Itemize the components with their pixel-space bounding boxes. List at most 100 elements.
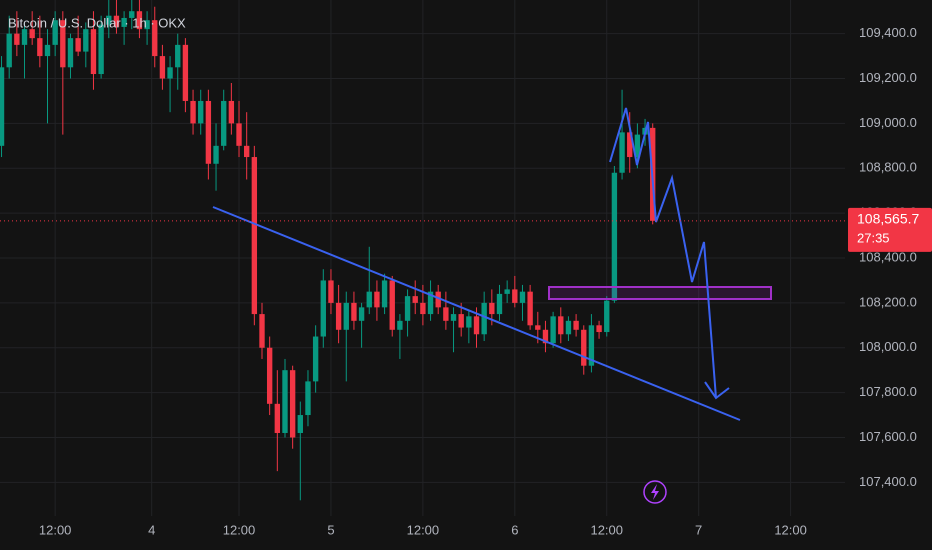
candle-body <box>289 370 296 438</box>
x-tick-label: 12:00 <box>774 522 807 537</box>
y-tick-label: 108,000.0 <box>859 339 917 354</box>
x-tick-label: 12:00 <box>407 522 440 537</box>
candle-body <box>496 293 503 315</box>
candle-body <box>213 145 219 164</box>
candle-body <box>221 100 227 146</box>
candle-body <box>366 291 372 308</box>
candle-body <box>466 316 472 328</box>
candle-body <box>198 100 204 124</box>
candle-body <box>136 11 143 30</box>
icon-circle[interactable] <box>643 480 667 504</box>
icon-bolt[interactable] <box>651 484 659 500</box>
candle-body <box>542 329 549 344</box>
candle-body <box>404 296 411 321</box>
candle-body <box>190 100 196 124</box>
candle-body <box>328 280 334 303</box>
candle-body <box>67 38 74 68</box>
x-tick-label: 4 <box>148 522 155 537</box>
candle-body <box>627 132 633 158</box>
candle-body <box>21 29 28 45</box>
candle-body <box>98 24 104 75</box>
candle-body <box>412 296 418 303</box>
candle-body <box>244 145 250 158</box>
last-price-label: 108,565.7 <box>857 211 919 227</box>
candle-body <box>596 325 602 333</box>
axes: 107,400.0 107,600.0 107,800.0 108,000.0 108,… <box>0 25 932 537</box>
candle-body <box>427 291 434 315</box>
candle-body <box>443 307 449 321</box>
candle-body <box>420 302 426 315</box>
y-tick-label: 107,800.0 <box>859 384 917 399</box>
x-tick-label: 6 <box>511 522 518 537</box>
candle-body <box>604 300 610 333</box>
candle-body <box>205 100 212 164</box>
candle-body <box>228 100 235 124</box>
candle-body <box>558 316 564 335</box>
candle-body <box>381 280 388 308</box>
candle-body <box>14 33 20 45</box>
candle-body <box>251 157 258 315</box>
candle-body <box>312 336 319 382</box>
y-tick-label: 109,000.0 <box>859 115 917 130</box>
y-tick-label: 108,200.0 <box>859 294 917 309</box>
candle-body <box>305 381 311 416</box>
chart-title: Bitcoin / U.S. Dollar · 1h · OKX <box>8 15 186 30</box>
candle-body <box>397 320 403 330</box>
candle-body <box>619 132 625 173</box>
last-price-box <box>848 207 932 252</box>
candle-body <box>335 302 342 330</box>
candle-body <box>60 20 66 68</box>
y-tick-label: 109,200.0 <box>859 70 917 85</box>
candle-body <box>550 316 556 344</box>
y-tick-label: 107,400.0 <box>859 474 917 489</box>
candle-body <box>358 307 365 321</box>
candle-body <box>129 11 135 18</box>
candle-body <box>519 291 526 303</box>
candle-body <box>527 291 533 326</box>
candle-body <box>320 280 326 337</box>
candle-body <box>389 280 395 330</box>
y-tick-label: 109,400.0 <box>859 25 917 40</box>
candle-body <box>634 134 641 158</box>
candle-body <box>175 44 181 68</box>
candle-body <box>343 302 349 330</box>
candle-body <box>29 29 35 39</box>
x-tick-label: 5 <box>327 522 334 537</box>
x-tick-label: 12:00 <box>39 522 72 537</box>
candle-body <box>121 17 127 27</box>
candle-body <box>144 20 150 30</box>
candle-body <box>259 314 265 348</box>
candle-body <box>573 320 579 330</box>
candle-body <box>83 29 89 52</box>
candle-body <box>565 320 572 335</box>
candle-body <box>113 15 120 27</box>
candle-body <box>6 33 12 68</box>
candle-body <box>152 20 158 57</box>
candle-body <box>44 44 51 57</box>
candle-body <box>481 302 487 335</box>
candle-body <box>297 415 303 433</box>
candle-body <box>611 172 618 301</box>
zone-box <box>548 286 772 300</box>
candle-body <box>535 325 541 330</box>
candle-body <box>90 29 97 75</box>
alert-icon[interactable] <box>643 480 667 504</box>
candle-body <box>473 316 480 335</box>
candle-body <box>374 291 380 308</box>
y-tick-label: 108,800.0 <box>859 160 917 175</box>
trend-line <box>212 206 741 421</box>
candle-body <box>588 325 595 366</box>
drawings <box>212 107 772 421</box>
projection-path <box>609 107 717 399</box>
candle-body <box>504 289 510 294</box>
candle-body <box>351 302 357 321</box>
x-tick-label: 12:00 <box>223 522 256 537</box>
projection-arrowhead <box>704 381 730 400</box>
candle-body <box>274 403 281 433</box>
candle-body <box>512 289 518 303</box>
candle-body <box>159 56 166 79</box>
candle-body <box>182 44 189 101</box>
x-tick-label: 12:00 <box>590 522 623 537</box>
